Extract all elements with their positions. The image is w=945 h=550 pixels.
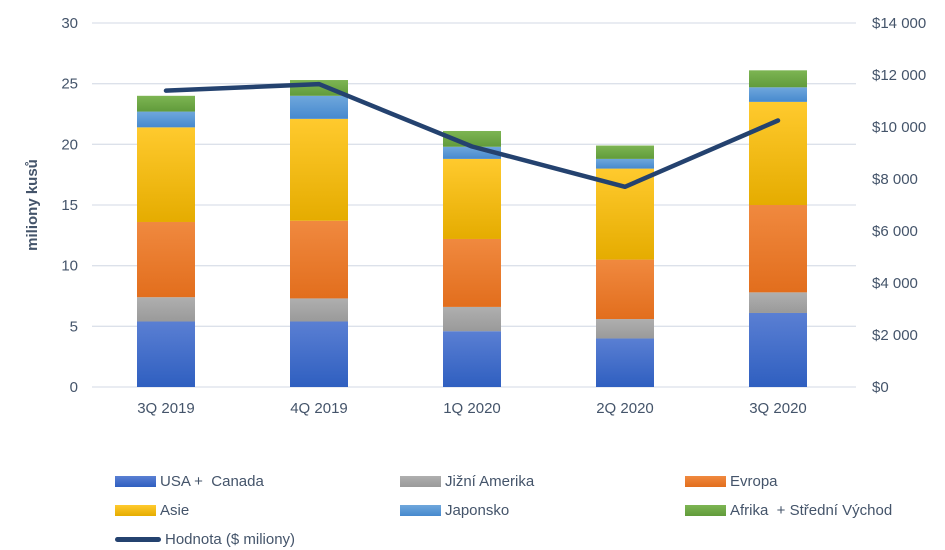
legend-label: USA + Canada <box>160 472 264 490</box>
bar-segment <box>443 331 501 387</box>
x-axis-label: 3Q 2019 <box>137 400 195 417</box>
legend-label: Japonsko <box>445 501 510 519</box>
legend-item-series-4: Japonsko <box>400 501 509 519</box>
bar-segment <box>137 111 195 128</box>
x-axis-label: 1Q 2020 <box>443 400 501 417</box>
legend-label: Jižní Amerika <box>445 472 535 490</box>
y-right-tick-label: $2 000 <box>872 327 918 344</box>
y-left-tick-label: 5 <box>70 318 78 335</box>
bar-segment <box>749 205 807 293</box>
y-right-tick-label: $10 000 <box>872 119 926 136</box>
legend-swatch-line <box>115 536 161 542</box>
bar-segment <box>290 321 348 387</box>
bar-segment <box>596 338 654 387</box>
bar-segment <box>290 95 348 119</box>
bar-segment <box>137 321 195 387</box>
y-right-tick-label: $0 <box>872 379 889 396</box>
legend-item-series-1: Jižní Amerika <box>400 472 534 490</box>
y-left-tick-label: 0 <box>70 379 78 396</box>
legend-item-series-3: Asie <box>115 501 189 519</box>
y-right-tick-label: $4 000 <box>872 275 918 292</box>
bar-segment <box>290 118 348 221</box>
y-left-tick-label: 10 <box>61 258 78 275</box>
bar-segment <box>596 259 654 320</box>
y-axis-title: miliony kusů <box>24 159 41 251</box>
legend-swatch-series-0 <box>115 475 156 487</box>
bar-segment <box>137 221 195 298</box>
bar-segment <box>749 101 807 205</box>
legend-swatch-series-3 <box>115 504 156 516</box>
legend-label: Evropa <box>730 472 778 490</box>
bar-segment <box>290 298 348 322</box>
x-axis-label: 2Q 2020 <box>596 400 654 417</box>
legend-item-line: Hodnota ($ miliony) <box>115 530 295 548</box>
legend-swatch-series-5 <box>685 504 726 516</box>
bar-segment <box>137 127 195 222</box>
bar-segment <box>596 145 654 159</box>
bar-segment <box>596 319 654 339</box>
bar-segment <box>749 292 807 313</box>
bar-segment <box>443 238 501 307</box>
legend-label: Asie <box>160 501 190 519</box>
y-right-tick-label: $12 000 <box>872 67 926 84</box>
y-left-tick-label: 15 <box>61 197 78 214</box>
legend-item-series-0: USA + Canada <box>115 472 264 490</box>
x-axis-label: 4Q 2019 <box>290 400 348 417</box>
bar-segment <box>749 87 807 102</box>
legend-swatch-series-2 <box>685 475 726 487</box>
legend-item-series-5: Afrika + Střední Východ <box>685 501 892 519</box>
legend-label: Hodnota ($ miliony) <box>165 530 296 548</box>
legend-swatch-series-1 <box>400 475 441 487</box>
y-right-tick-label: $14 000 <box>872 15 926 32</box>
bar-segment <box>290 220 348 299</box>
bar-segment <box>137 297 195 322</box>
bar-segment <box>596 158 654 169</box>
legend-label: Afrika + Střední Východ <box>730 501 893 519</box>
x-axis-label: 3Q 2020 <box>749 400 807 417</box>
chart-plot: 0 5 10 15 20 25 30 $0 $2 000 $4 000 $6 000 $8 000 $1… <box>61 15 926 417</box>
y-right-tick-label: $6 000 <box>872 223 918 240</box>
bar-segment <box>443 306 501 332</box>
y-left-tick-label: 20 <box>61 136 78 153</box>
value-line <box>163 81 781 190</box>
bar-segment <box>443 158 501 239</box>
bar-segment <box>137 95 195 112</box>
legend-item-series-2: Evropa <box>685 472 778 490</box>
bar-segment <box>749 312 807 387</box>
legend-swatch-series-4 <box>400 504 441 516</box>
y-right-tick-label: $8 000 <box>872 171 918 188</box>
y-left-tick-label: 25 <box>61 76 78 93</box>
bar-segment <box>749 70 807 88</box>
y-left-tick-label: 30 <box>61 15 78 32</box>
